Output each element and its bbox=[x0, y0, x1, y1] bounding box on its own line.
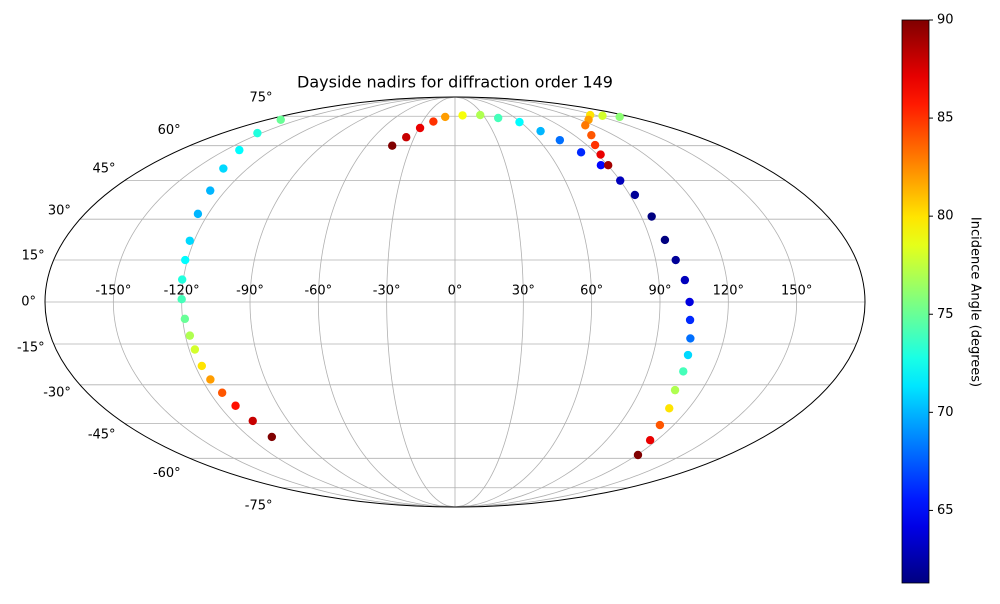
data-point bbox=[267, 432, 277, 442]
data-point bbox=[440, 112, 450, 122]
data-point bbox=[536, 126, 545, 136]
y-tick-label: 75° bbox=[249, 91, 272, 106]
data-point bbox=[402, 133, 411, 142]
y-tick-label: 0° bbox=[21, 295, 36, 310]
data-point bbox=[630, 190, 640, 200]
data-point bbox=[685, 297, 694, 307]
y-tick-label: -30° bbox=[43, 385, 71, 400]
grid-line bbox=[454, 96, 524, 508]
data-point bbox=[193, 209, 203, 219]
grid-line bbox=[112, 96, 456, 508]
data-point bbox=[679, 367, 688, 376]
y-tick-label: -15° bbox=[17, 341, 45, 356]
data-point bbox=[248, 416, 257, 426]
data-point bbox=[596, 160, 606, 170]
data-point bbox=[177, 294, 186, 304]
data-point bbox=[185, 236, 194, 245]
data-point bbox=[515, 117, 524, 127]
grid-line bbox=[454, 96, 661, 508]
chart-title: Dayside nadirs for diffraction order 149 bbox=[297, 73, 613, 92]
colorbar-tick-label: 85 bbox=[937, 111, 954, 126]
x-tick-label: 150° bbox=[781, 284, 812, 299]
data-point bbox=[680, 275, 690, 285]
colorbar-tick-label: 70 bbox=[937, 405, 954, 420]
data-point bbox=[253, 128, 262, 138]
data-point bbox=[190, 345, 200, 354]
colorbar-tick-label: 90 bbox=[937, 13, 954, 28]
data-point bbox=[476, 110, 485, 120]
x-tick-label: -30° bbox=[373, 284, 401, 299]
data-point bbox=[388, 141, 397, 150]
data-point bbox=[458, 111, 467, 120]
data-point bbox=[493, 113, 503, 123]
x-tick-label: 30° bbox=[512, 284, 535, 299]
data-point bbox=[665, 404, 674, 413]
colorbar-tick-label: 65 bbox=[937, 503, 954, 518]
y-tick-label: -45° bbox=[88, 428, 116, 443]
colorbar bbox=[901, 19, 930, 584]
data-point bbox=[633, 450, 643, 460]
data-point bbox=[181, 255, 190, 265]
data-point bbox=[660, 235, 670, 245]
x-tick-label: 0° bbox=[448, 284, 463, 299]
grid-line bbox=[317, 96, 456, 508]
y-tick-label: 45° bbox=[93, 161, 116, 176]
data-point bbox=[555, 135, 565, 145]
colorbar-tick-label: 80 bbox=[937, 209, 954, 224]
x-tick-label: -150° bbox=[95, 284, 131, 299]
data-point bbox=[429, 117, 438, 126]
data-point bbox=[670, 385, 680, 395]
y-tick-label: -75° bbox=[245, 498, 273, 513]
data-point bbox=[576, 148, 586, 157]
data-point bbox=[231, 401, 240, 410]
data-point bbox=[655, 420, 665, 430]
data-point bbox=[185, 331, 195, 340]
grid-line bbox=[454, 96, 729, 508]
data-point bbox=[596, 150, 605, 159]
y-tick-label: 60° bbox=[158, 123, 181, 138]
data-point bbox=[415, 123, 425, 133]
data-point bbox=[615, 112, 624, 122]
data-point bbox=[581, 121, 590, 130]
data-point bbox=[598, 111, 607, 120]
data-point bbox=[206, 375, 215, 384]
x-tick-label: -120° bbox=[164, 284, 200, 299]
x-tick-label: 120° bbox=[713, 284, 744, 299]
y-tick-label: 30° bbox=[48, 204, 71, 219]
data-point bbox=[645, 436, 655, 445]
map-outline bbox=[44, 96, 866, 508]
y-tick-label: 15° bbox=[22, 248, 45, 263]
data-point bbox=[603, 160, 613, 170]
data-point bbox=[590, 140, 600, 150]
grid-line bbox=[454, 96, 593, 508]
grid-line bbox=[249, 96, 456, 508]
data-point bbox=[647, 212, 656, 221]
x-tick-label: 90° bbox=[648, 284, 671, 299]
x-tick-label: 60° bbox=[580, 284, 603, 299]
data-point bbox=[219, 164, 228, 173]
data-point bbox=[235, 145, 244, 155]
grid-line bbox=[386, 96, 456, 508]
data-point bbox=[616, 176, 625, 185]
data-point bbox=[177, 275, 187, 284]
data-point bbox=[206, 186, 215, 195]
data-point bbox=[180, 314, 190, 324]
data-point bbox=[671, 255, 680, 265]
grid-line bbox=[454, 96, 798, 508]
data-point bbox=[685, 315, 695, 325]
x-tick-label: -90° bbox=[236, 284, 264, 299]
data-point bbox=[587, 130, 596, 140]
data-point bbox=[683, 350, 693, 360]
data-point bbox=[217, 388, 227, 397]
colorbar-tick-label: 75 bbox=[937, 307, 954, 322]
data-point bbox=[276, 115, 285, 124]
y-tick-label: -60° bbox=[153, 466, 181, 481]
data-point bbox=[197, 361, 207, 371]
x-tick-label: -60° bbox=[304, 284, 332, 299]
colorbar-label: Incidence Angle (degrees) bbox=[968, 217, 983, 387]
data-point bbox=[686, 334, 695, 343]
